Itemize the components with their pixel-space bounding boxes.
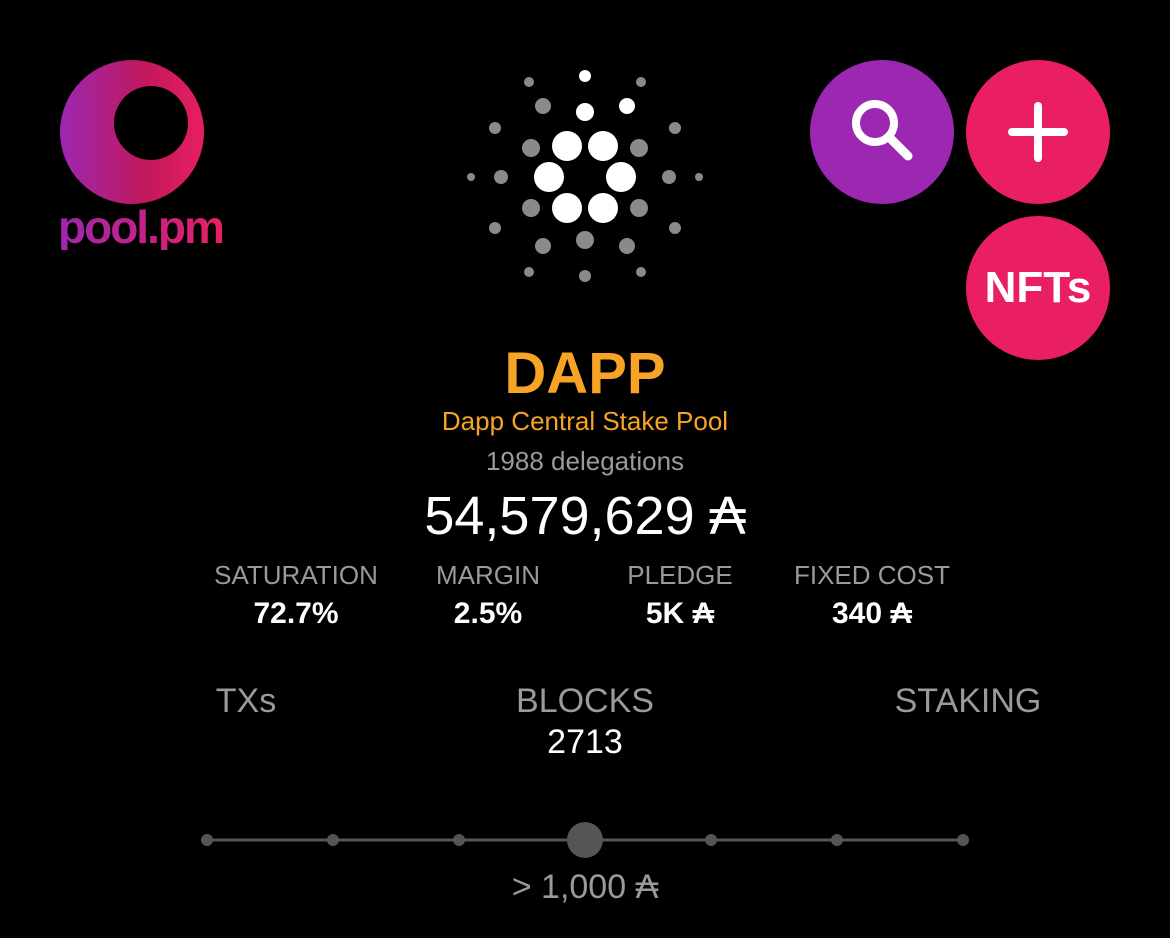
slider-step[interactable] — [957, 834, 969, 846]
tab-label: BLOCKS — [516, 682, 654, 720]
stat-label: PLEDGE — [627, 560, 733, 590]
tab-blocks[interactable]: BLOCKS 2713 — [485, 682, 685, 762]
cardano-icon — [467, 70, 703, 282]
slider-value-label: > 1,000 ₳ — [511, 868, 659, 906]
stat-margin: MARGIN 2.5% — [388, 560, 588, 631]
tab-label: TXs — [215, 682, 277, 720]
stat-value: 5K ₳ — [645, 597, 715, 630]
logo-text[interactable]: pool.pm — [58, 201, 225, 253]
slider-step[interactable] — [705, 834, 717, 846]
stat-label: FIXED COST — [793, 560, 950, 590]
stat-value: 340 ₳ — [831, 597, 913, 630]
tab-staking[interactable]: STAKING — [880, 682, 1056, 721]
stat-pledge: PLEDGE 5K ₳ — [580, 560, 780, 631]
logo-hole — [114, 86, 188, 160]
nfts-button[interactable]: NFTs — [966, 216, 1110, 360]
stat-saturation: SATURATION 72.7% — [196, 560, 396, 631]
stat-value: 2.5% — [453, 597, 523, 630]
search-icon — [852, 100, 913, 161]
slider-handle[interactable] — [567, 822, 603, 858]
stat-label: MARGIN — [436, 560, 540, 590]
slider-step[interactable] — [831, 834, 843, 846]
plus-icon — [1008, 102, 1068, 162]
slider-step[interactable] — [453, 834, 465, 846]
amount-filter-slider[interactable] — [200, 820, 970, 860]
tab-label: STAKING — [894, 682, 1042, 720]
pool-ticker: DAPP — [504, 341, 666, 406]
tab-count: 2713 — [547, 723, 623, 761]
stat-label: SATURATION — [214, 560, 378, 590]
slider-step[interactable] — [327, 834, 339, 846]
slider-step[interactable] — [201, 834, 213, 846]
stat-value: 72.7% — [253, 597, 339, 630]
search-button[interactable] — [810, 60, 954, 204]
pool-pm-logo[interactable] — [60, 60, 204, 204]
delegations-count: 1988 delegations — [485, 446, 685, 476]
total-stake: 54,579,629 ₳ — [424, 486, 746, 546]
tab-txs[interactable]: TXs — [196, 682, 296, 721]
pool-name: Dapp Central Stake Pool — [441, 406, 729, 436]
stat-fixed-cost: FIXED COST 340 ₳ — [772, 560, 972, 631]
add-button[interactable] — [966, 60, 1110, 204]
